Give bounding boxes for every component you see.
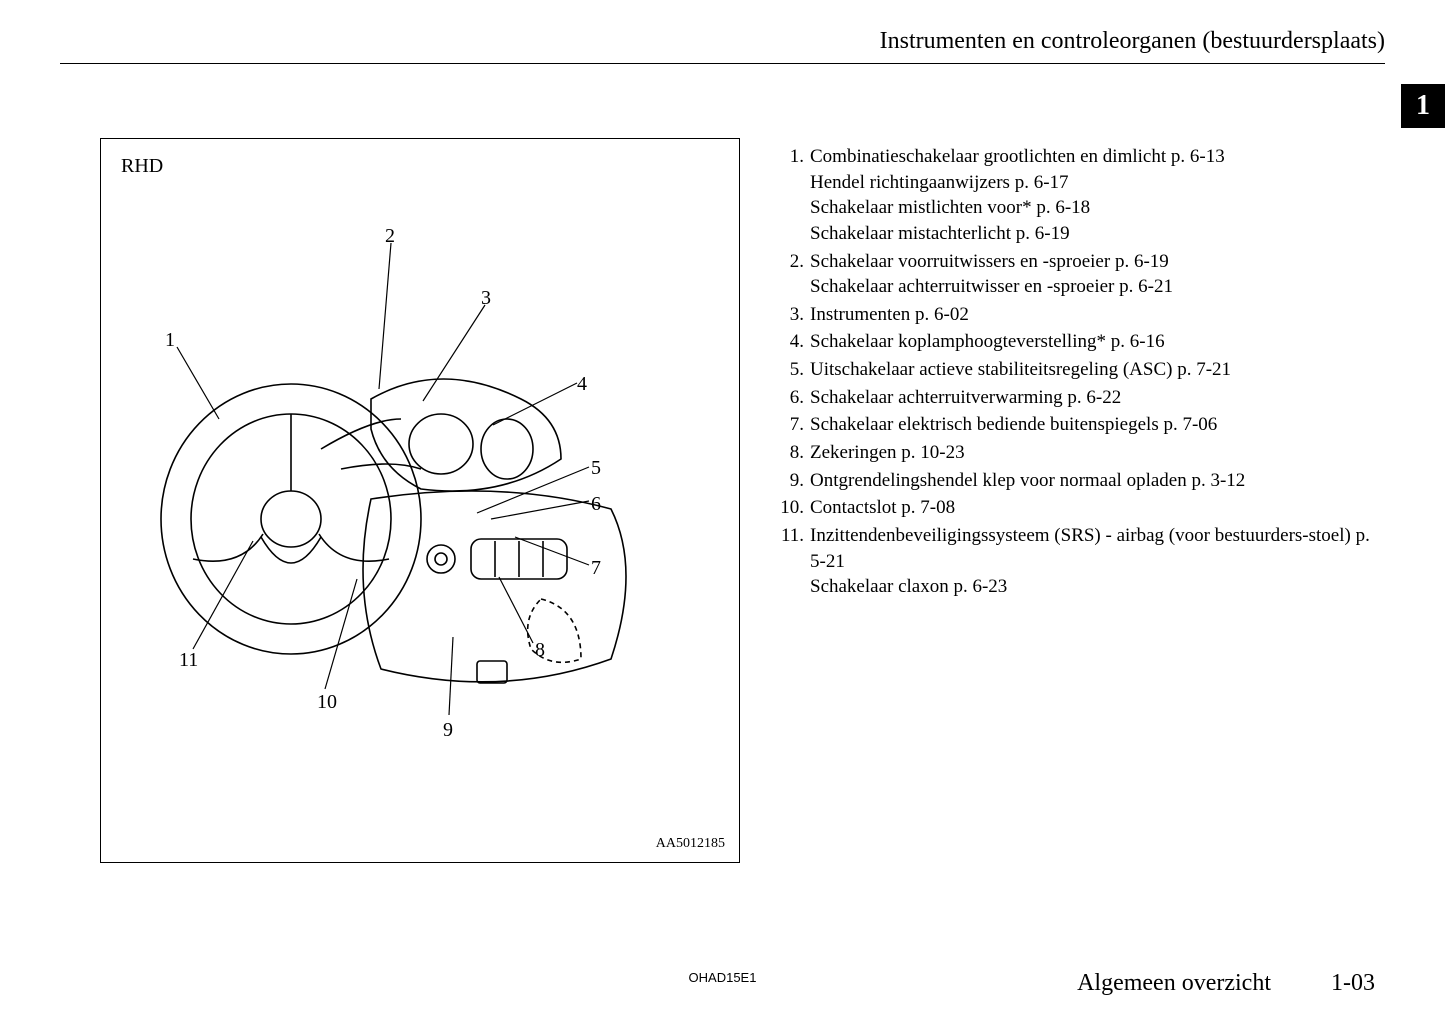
reference-list: 1.Combinatieschakelaar grootlichten en d… [740, 138, 1385, 863]
figure-column: RHD [100, 138, 740, 863]
callout-number: 11 [179, 649, 198, 672]
list-item-number: 5. [780, 357, 810, 383]
content-row: RHD [100, 138, 1385, 863]
header-rule [60, 63, 1385, 64]
list-item-line: Uitschakelaar actieve stabiliteitsregeli… [810, 357, 1385, 383]
footer-page-number: 1-03 [1331, 970, 1375, 996]
list-item-line: Inzittendenbeveiligingssysteem (SRS) - a… [810, 523, 1385, 574]
callout-number: 10 [317, 691, 337, 714]
list-item-text: Uitschakelaar actieve stabiliteitsregeli… [810, 357, 1385, 383]
page-header: Instrumenten en controleorganen (bestuur… [60, 28, 1385, 64]
list-item-line: Schakelaar mistachterlicht p. 6-19 [810, 221, 1385, 247]
list-item-number: 1. [780, 144, 810, 247]
list-item-text: Schakelaar voorruitwissers en -sproeier … [810, 249, 1385, 300]
footer-doc-code: OHAD15E1 [689, 970, 757, 985]
callout-number: 5 [591, 457, 601, 480]
figure-corner-label: RHD [121, 155, 163, 178]
list-item-line: Schakelaar elektrisch bediende buitenspi… [810, 412, 1385, 438]
list-item: 5.Uitschakelaar actieve stabiliteitsrege… [780, 357, 1385, 383]
list-item-number: 7. [780, 412, 810, 438]
list-item-line: Schakelaar mistlichten voor* p. 6-18 [810, 195, 1385, 221]
list-item: 11.Inzittendenbeveiligingssysteem (SRS) … [780, 523, 1385, 600]
list-item-number: 3. [780, 302, 810, 328]
list-item: 4.Schakelaar koplamphoogteverstelling* p… [780, 329, 1385, 355]
list-item-line: Zekeringen p. 10-23 [810, 440, 1385, 466]
list-item-number: 11. [780, 523, 810, 600]
list-item-line: Schakelaar koplamphoogteverstelling* p. … [810, 329, 1385, 355]
page: Instrumenten en controleorganen (bestuur… [0, 0, 1445, 1026]
list-item-number: 10. [780, 495, 810, 521]
list-item-text: Schakelaar elektrisch bediende buitenspi… [810, 412, 1385, 438]
callout-number: 9 [443, 719, 453, 742]
list-item: 8.Zekeringen p. 10-23 [780, 440, 1385, 466]
callout-number: 8 [535, 639, 545, 662]
callout-number: 4 [577, 373, 587, 396]
list-item-number: 9. [780, 468, 810, 494]
list-item-number: 2. [780, 249, 810, 300]
list-item-line: Schakelaar claxon p. 6-23 [810, 574, 1385, 600]
callout-number: 2 [385, 225, 395, 248]
list-item: 1.Combinatieschakelaar grootlichten en d… [780, 144, 1385, 247]
list-item: 2.Schakelaar voorruitwissers en -sproeie… [780, 249, 1385, 300]
list-item: 7.Schakelaar elektrisch bediende buitens… [780, 412, 1385, 438]
list-item-line: Schakelaar voorruitwissers en -sproeier … [810, 249, 1385, 275]
list-item-text: Zekeringen p. 10-23 [810, 440, 1385, 466]
footer-section-title: Algemeen overzicht [1077, 970, 1271, 996]
list-item-number: 6. [780, 385, 810, 411]
list-item-text: Inzittendenbeveiligingssysteem (SRS) - a… [810, 523, 1385, 600]
list-item-line: Hendel richtingaanwijzers p. 6-17 [810, 170, 1385, 196]
list-item-text: Schakelaar koplamphoogteverstelling* p. … [810, 329, 1385, 355]
callout-number: 6 [591, 493, 601, 516]
list-item: 6.Schakelaar achterruitverwarming p. 6-2… [780, 385, 1385, 411]
list-item-number: 4. [780, 329, 810, 355]
list-item-line: Schakelaar achterruitverwarming p. 6-22 [810, 385, 1385, 411]
list-item-line: Ontgrendelingshendel klep voor normaal o… [810, 468, 1385, 494]
footer-right: Algemeen overzicht 1-03 [1077, 970, 1375, 997]
page-footer: OHAD15E1 Algemeen overzicht 1-03 [0, 970, 1445, 1000]
callout-number: 7 [591, 557, 601, 580]
header-title: Instrumenten en controleorganen (bestuur… [60, 28, 1385, 63]
list-item-line: Schakelaar achterruitwisser en -sproeier… [810, 274, 1385, 300]
dashboard-illustration [141, 269, 701, 749]
list-item-text: Combinatieschakelaar grootlichten en dim… [810, 144, 1385, 247]
figure-image-code: AA5012185 [656, 836, 725, 852]
callout-number: 1 [165, 329, 175, 352]
list-item-text: Schakelaar achterruitverwarming p. 6-22 [810, 385, 1385, 411]
callout-number: 3 [481, 287, 491, 310]
list-item-text: Ontgrendelingshendel klep voor normaal o… [810, 468, 1385, 494]
list-item-text: Contactslot p. 7-08 [810, 495, 1385, 521]
list-item-line: Instrumenten p. 6-02 [810, 302, 1385, 328]
list-item-number: 8. [780, 440, 810, 466]
list-item: 3.Instrumenten p. 6-02 [780, 302, 1385, 328]
list-item-text: Instrumenten p. 6-02 [810, 302, 1385, 328]
figure-frame: RHD [100, 138, 740, 863]
list-item-line: Combinatieschakelaar grootlichten en dim… [810, 144, 1385, 170]
list-item: 10.Contactslot p. 7-08 [780, 495, 1385, 521]
chapter-tab: 1 [1401, 84, 1445, 128]
list-item: 9.Ontgrendelingshendel klep voor normaal… [780, 468, 1385, 494]
list-item-line: Contactslot p. 7-08 [810, 495, 1385, 521]
